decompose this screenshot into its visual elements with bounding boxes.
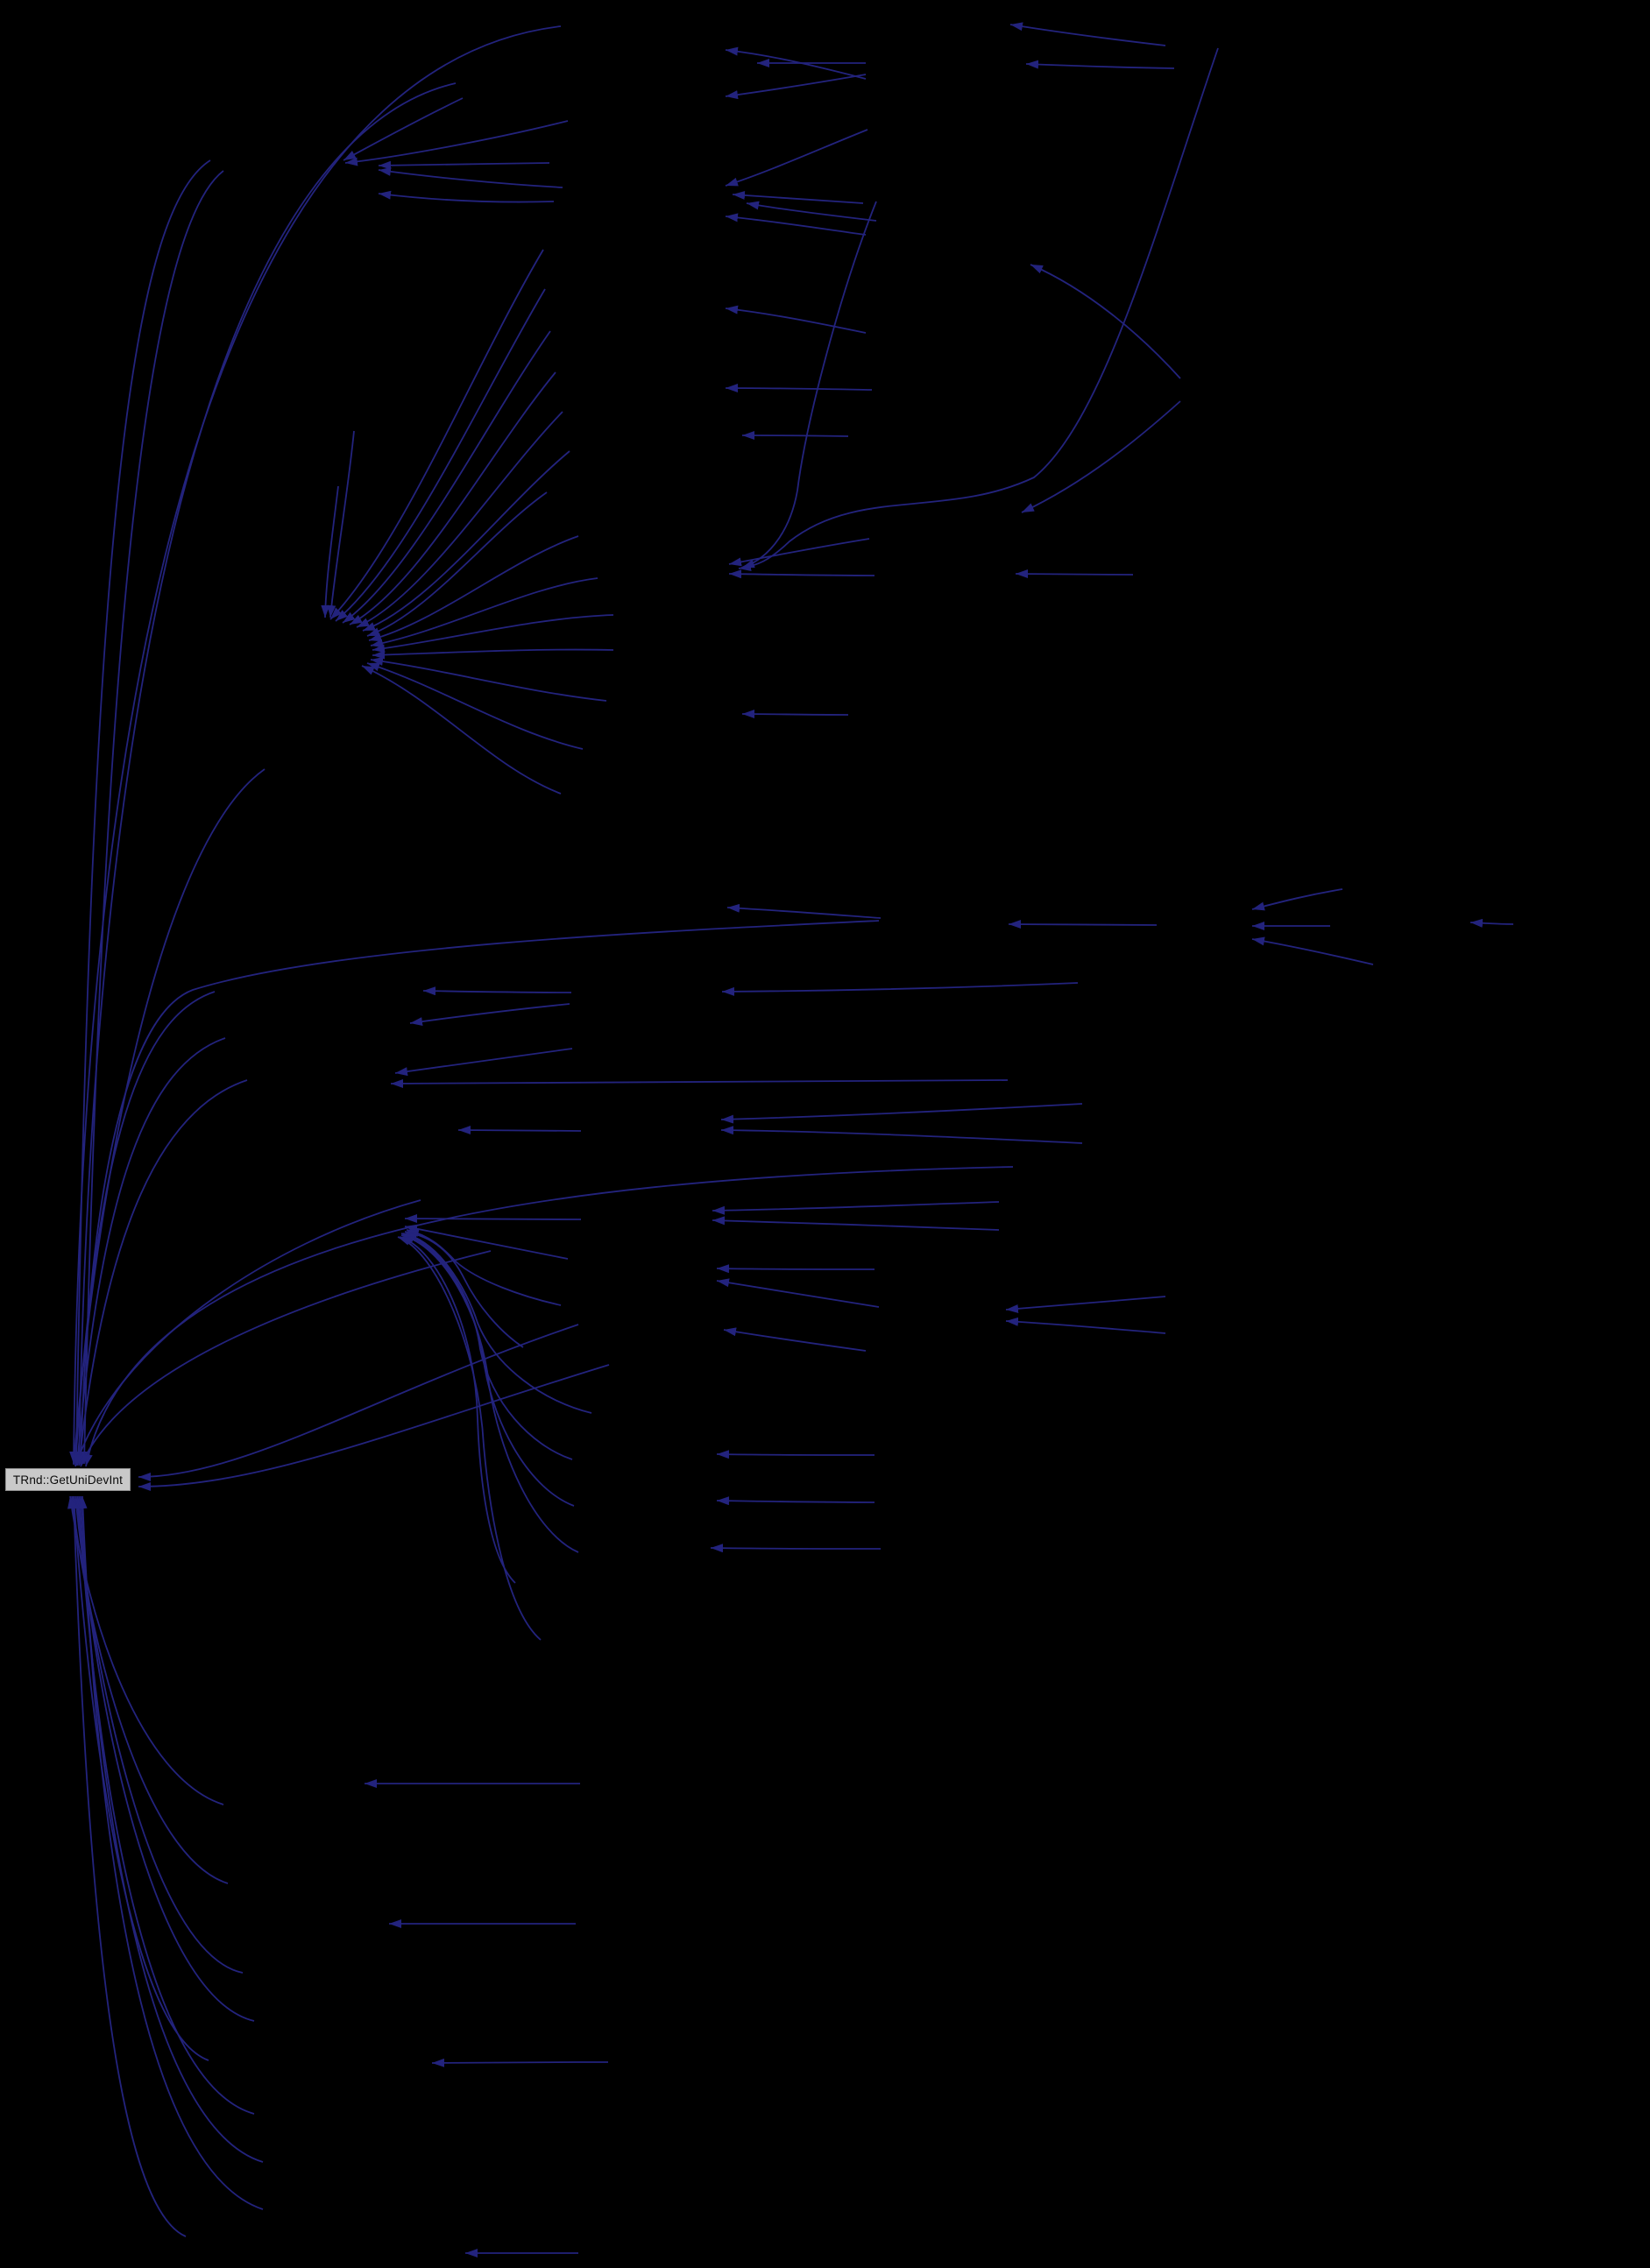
call-edge [741,201,877,569]
call-edge [725,129,868,187]
call-edge [78,1495,264,2210]
call-edge [716,1264,875,1274]
call-edge [725,305,867,334]
call-edge [378,160,550,170]
call-edge [716,1278,880,1308]
call-edge [75,1079,248,1466]
call-edge [1251,888,1343,911]
call-edge [344,120,569,166]
call-edge [80,170,224,1465]
call-edge [399,1236,516,1584]
call-edge [335,288,546,622]
call-edge [728,569,875,579]
call-edge [725,74,867,100]
call-edge [725,46,867,80]
call-edge [725,213,867,236]
call-edge [712,1216,1000,1231]
call-edge [342,330,551,624]
call-edge [741,710,849,719]
graph-node-label: TRnd::GetUniDevInt [12,1473,124,1487]
call-edge [1005,1296,1166,1313]
call-edge [404,1224,569,1260]
call-edge [390,1078,1009,1088]
call-edge [725,384,873,393]
call-edge [721,982,1079,996]
call-edge [74,82,457,1465]
call-edge [1021,400,1181,513]
call-edge [138,1364,610,1491]
call-edge [1008,920,1158,929]
call-edge [83,1166,1014,1467]
call-edge [329,249,544,620]
call-edge [372,648,614,660]
call-edge [716,1450,875,1459]
call-edge [1009,22,1166,46]
call-edge [349,371,556,625]
call-edge [70,768,266,1466]
call-edge [80,1250,492,1467]
call-edge [67,1495,224,1805]
call-edge [1251,936,1374,965]
call-edge [422,986,572,996]
call-edge [723,1327,867,1352]
call-edge [1469,918,1514,928]
call-edge [394,1048,573,1077]
call-edge [74,1037,226,1466]
call-edge [361,665,562,795]
call-edge [1005,1317,1166,1334]
call-edge [1015,569,1134,579]
call-edge [76,1495,264,2163]
call-edge [368,535,579,642]
call-edge [732,190,864,204]
call-edge [457,1126,582,1135]
call-edge [356,411,563,628]
call-edge [746,201,877,222]
call-edge [738,47,1219,571]
call-edge [69,1495,187,2237]
call-edge [728,538,870,567]
call-edge [378,190,555,203]
call-edge [372,614,614,654]
call-edge [1025,60,1175,69]
call-edge [366,662,584,750]
call-edge [716,1496,875,1506]
call-edge [366,491,548,637]
call-edge [370,577,598,648]
call-edge [404,1229,524,1348]
graph-node-current-function[interactable]: TRnd::GetUniDevInt [5,1468,131,1491]
call-edge [72,159,211,1465]
call-edge [726,903,882,919]
call-edge [343,97,464,161]
call-edge [1030,264,1181,379]
call-edge [741,431,849,441]
call-edge [397,1236,542,1641]
call-edge [76,920,880,1466]
call-edge [710,1544,882,1553]
call-edge [720,1126,1083,1144]
call-edge [362,450,570,632]
call-edge [321,485,339,618]
call-edge [69,25,562,1465]
call-edge [400,1232,573,1460]
call-edge [370,656,607,702]
call-edge [378,166,563,188]
call-edge [400,1233,579,1553]
call-edge [138,1324,579,1481]
call-edge [406,1228,562,1306]
call-edge [327,430,355,618]
call-edge [720,1103,1083,1124]
call-edge [431,2058,609,2067]
call-edge [402,1231,592,1414]
call-edge [409,1003,570,1027]
call-edge [74,1495,255,2115]
call-edge [712,1201,1000,1215]
call-edge [74,1199,421,1467]
